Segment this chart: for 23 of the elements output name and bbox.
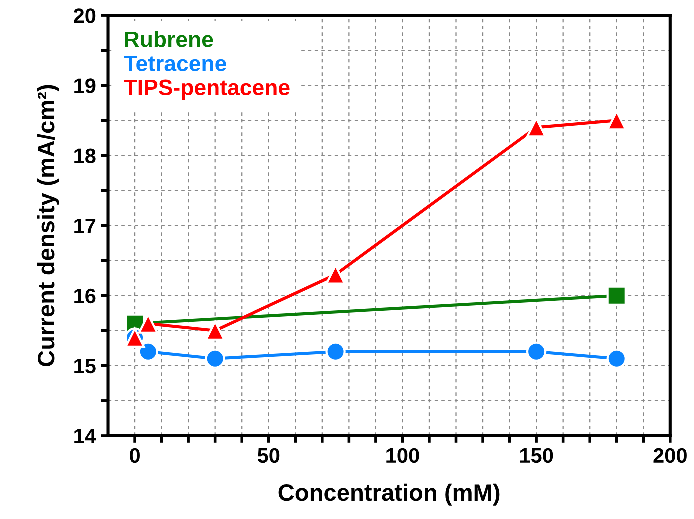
y-axis-title: Current density (mA/cm²) (37, 85, 60, 366)
point (606, 348, 627, 369)
y-tick-label: 14 (74, 429, 96, 444)
x-tick-label: 0 (130, 448, 140, 464)
x-tick-label: 100 (386, 448, 420, 464)
x-tick-label: 50 (258, 448, 280, 464)
y-tick-label: 15 (74, 359, 96, 374)
x-tick-label: 150 (520, 448, 554, 464)
text: Rubrene (125, 31, 214, 48)
y-tick-label: 18 (74, 148, 96, 164)
point (606, 286, 627, 306)
text: Tetracene (124, 56, 226, 72)
point (526, 342, 547, 362)
text: TIPS-pentacene (124, 80, 290, 100)
y-tick-label: 16 (74, 288, 96, 304)
point (326, 342, 346, 362)
y-tick-label: 19 (74, 78, 96, 94)
y-tick-label: 17 (74, 218, 96, 234)
point (205, 348, 226, 369)
x-axis-title: Concentration (mM) (278, 484, 500, 506)
y-tick-label: 20 (74, 8, 96, 24)
point (138, 342, 158, 362)
x-tick-label: 200 (654, 448, 687, 464)
